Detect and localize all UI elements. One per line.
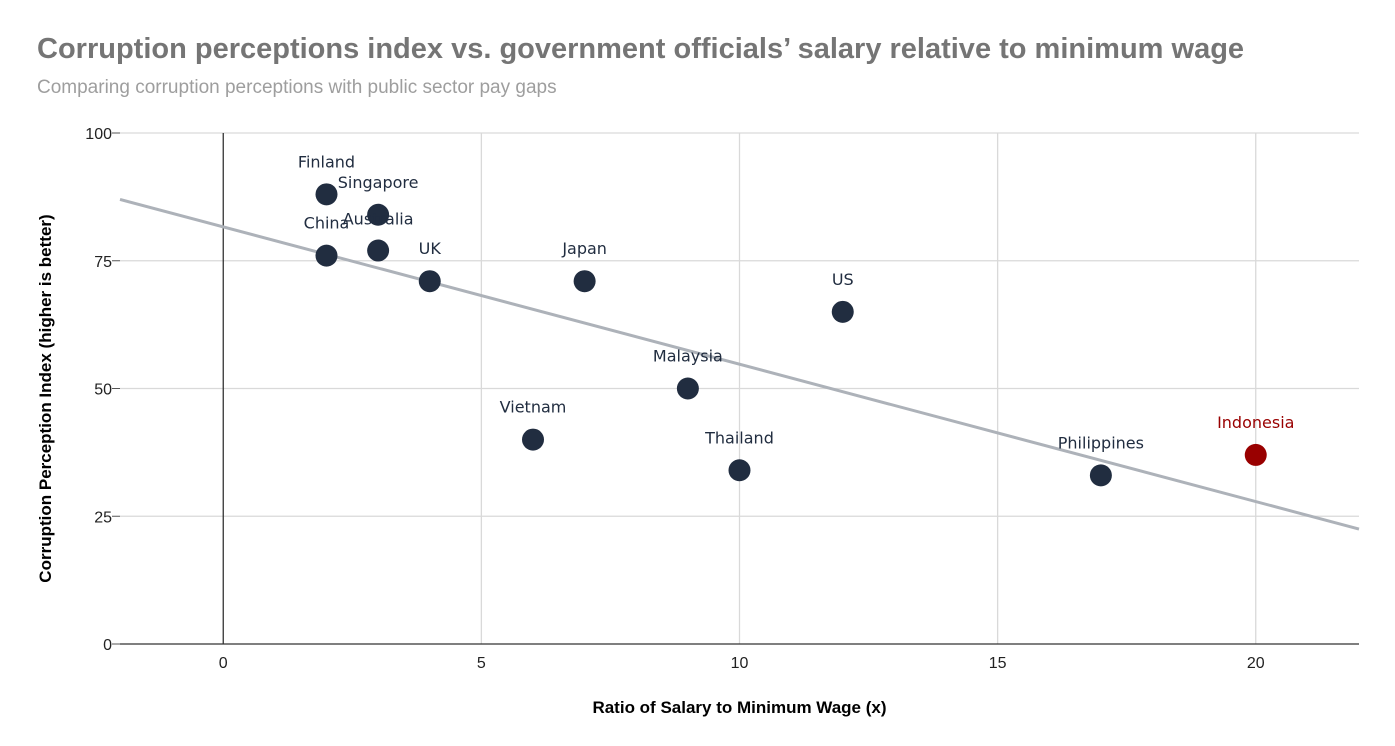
data-point-thailand (728, 459, 751, 482)
data-point-vietnam (522, 428, 544, 451)
point-label-us: US (832, 270, 854, 289)
x-tick-label: 20 (1247, 655, 1265, 672)
data-point-singapore (367, 203, 390, 226)
data-point-australia (367, 239, 390, 262)
point-label-finland: Finland (298, 152, 355, 171)
y-tick-label: 0 (103, 637, 112, 654)
data-point-uk (418, 270, 441, 293)
y-tick-label: 100 (85, 126, 112, 143)
x-tick-label: 15 (989, 655, 1007, 672)
data-point-finland (315, 183, 338, 206)
point-label-japan: Japan (561, 239, 607, 258)
point-label-indonesia: Indonesia (1217, 413, 1294, 432)
data-point-philippines (1089, 464, 1112, 487)
data-point-indonesia (1244, 443, 1267, 466)
data-point-us (831, 300, 854, 323)
x-tick-label: 10 (731, 655, 749, 672)
x-axis-title: Ratio of Salary to Minimum Wage (x) (592, 698, 886, 717)
point-label-singapore: Singapore (338, 173, 419, 192)
point-label-uk: UK (419, 239, 442, 258)
chart-subtitle: Comparing corruption perceptions with pu… (37, 77, 557, 98)
data-point-japan (573, 270, 596, 293)
y-tick-label: 25 (94, 509, 112, 526)
chart-title: Corruption perceptions index vs. governm… (37, 33, 1245, 65)
point-label-thailand: Thailand (704, 428, 774, 447)
point-label-china: China (304, 214, 350, 233)
point-label-malaysia: Malaysia (653, 347, 723, 366)
axes: 0 25 50 75 100 0 5 10 15 20 (85, 126, 1359, 672)
y-tick-label: 75 (94, 254, 112, 271)
data-point-china (315, 244, 338, 267)
data-points (315, 183, 1267, 487)
point-label-vietnam: Vietnam (500, 398, 567, 417)
data-point-malaysia (676, 377, 699, 400)
x-tick-label: 0 (219, 655, 228, 672)
grid-lines (120, 132, 1359, 644)
x-tick-label: 5 (477, 655, 486, 672)
y-tick-label: 50 (94, 382, 112, 399)
y-axis-title: Corruption Perception Index (higher is b… (36, 214, 55, 582)
point-label-australia: Australia (343, 210, 414, 229)
point-label-philippines: Philippines (1058, 433, 1144, 452)
